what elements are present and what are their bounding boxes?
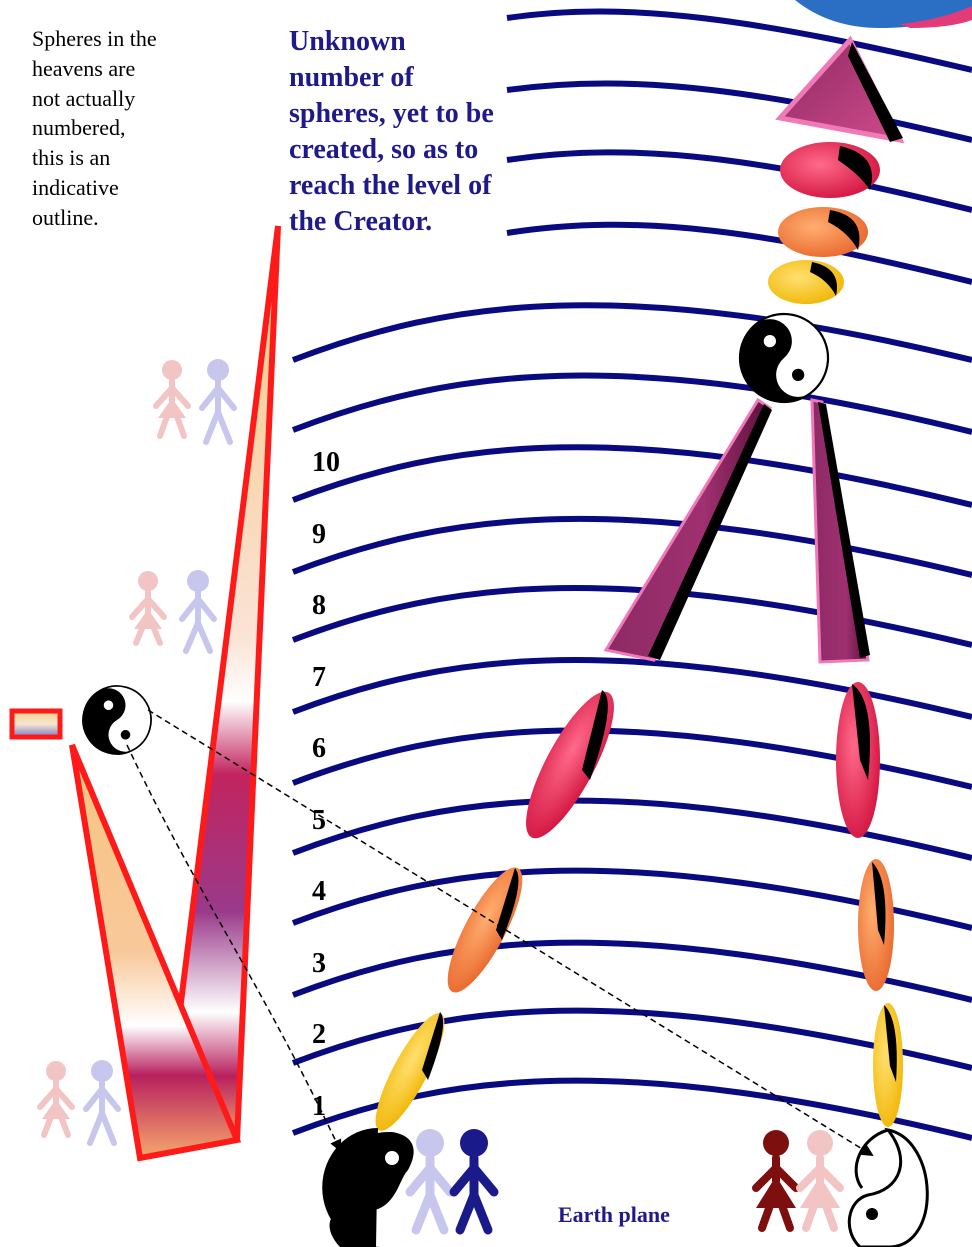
corner-orb-icon [795,0,972,28]
sphere-number: 3 [312,948,326,979]
sphere-line [291,1077,972,1141]
sphere-number: 7 [312,662,326,693]
right-bar-icon [810,398,870,664]
indicative-note: Spheres in the heavens are not actually … [32,26,157,230]
sphere-line [291,515,972,578]
sphere-line [291,867,972,931]
sphere-line [506,221,972,285]
sphere-line [291,656,972,720]
orange-shard-icon [858,859,894,991]
earth-plane-label: Earth plane [558,1202,670,1227]
sphere-line [291,1007,972,1071]
sphere-number: 9 [312,519,326,550]
left-shards [375,690,614,1131]
sphere-number: 6 [312,733,326,764]
sphere-line [291,444,972,508]
red-shard-icon [836,682,880,838]
left-bar-icon [603,397,772,662]
sphere-line [291,372,972,435]
sphere-number: 8 [312,590,326,621]
small-box-icon [9,708,63,740]
tall-wedge-icon [69,225,281,1162]
sphere-line [291,727,972,790]
sphere-numbers: 10 9 8 7 6 5 4 3 2 1 [312,447,340,1122]
yellow-sphere-icon [768,260,844,304]
stick-figure-pair [37,1060,121,1146]
unknown-spheres-headline: Unknown number of spheres, yet to be cre… [289,26,494,237]
sphere-line [506,149,972,213]
sphere-line [506,8,972,73]
sphere-number: 5 [312,805,326,836]
yellow-shard-icon [873,1003,903,1127]
sphere-line [291,939,972,1003]
earth-yin-yang-right-icon [847,1127,929,1247]
earth-figures-left [405,1129,499,1235]
right-shards [836,682,903,1127]
sphere-number: 4 [312,876,326,907]
sphere-line [506,80,972,143]
earth-figures-right [752,1130,844,1232]
yellow-shard-icon [375,1012,445,1131]
dashed-arrow [126,744,342,1152]
stick-figure-pair [129,570,217,654]
faded-figures [37,359,237,1146]
red-sphere-icon [780,142,880,198]
stick-figure-pair [153,359,237,445]
dashed-arrow [147,709,874,1157]
orange-shard-icon [447,867,523,993]
red-shard-icon [526,690,614,839]
small-yin-yang-icon [71,674,164,767]
orange-sphere-icon [778,207,868,257]
sphere-number: 2 [312,1019,326,1050]
dashed-arrows [126,709,874,1157]
sphere-number: 10 [312,447,340,478]
earth-yin-yang-left-icon [322,1128,414,1247]
pyramid-icon [775,35,905,144]
sphere-line [291,302,972,363]
